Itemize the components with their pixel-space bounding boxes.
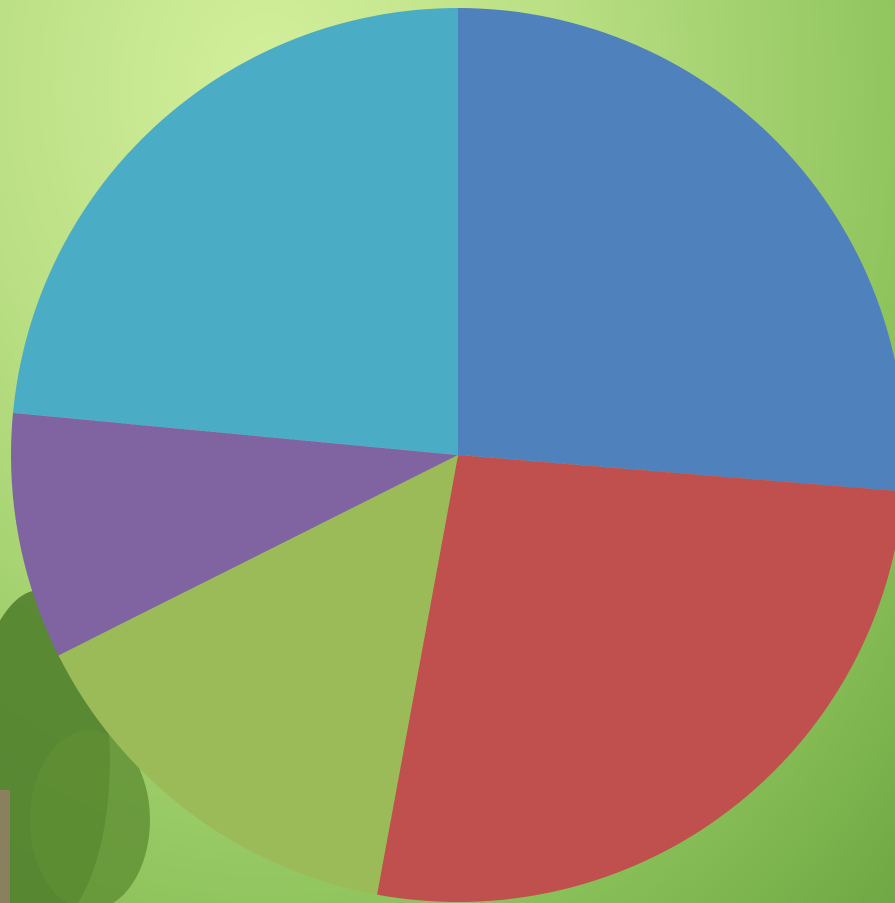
pie-slice <box>58 455 459 895</box>
pie-slice <box>377 455 895 902</box>
pie-slice <box>10 412 458 656</box>
pie-slice <box>458 8 895 491</box>
pie-slice <box>12 8 459 455</box>
pie <box>10 8 895 902</box>
